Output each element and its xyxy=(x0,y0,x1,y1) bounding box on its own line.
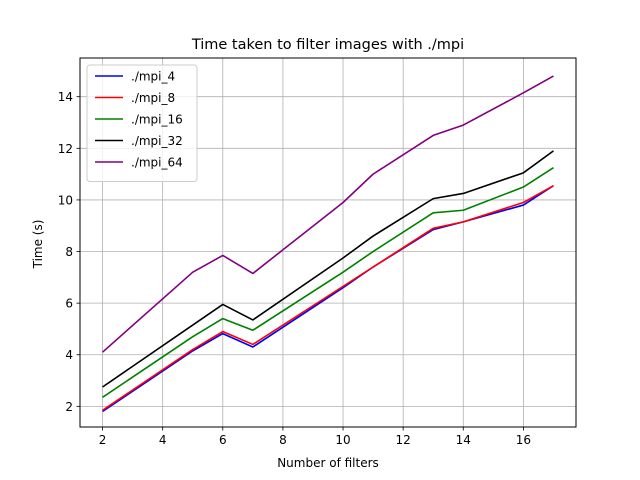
y-tick-label: 14 xyxy=(58,90,73,104)
series-line-4 xyxy=(102,150,554,388)
legend-label: ./mpi_8 xyxy=(131,91,175,105)
y-tick-label: 8 xyxy=(65,245,73,259)
y-axis-ticks: 2 4 6 8 10 12 14 xyxy=(58,90,80,414)
plot-frame xyxy=(79,57,577,428)
chart-title: Time taken to filter images with ./mpi xyxy=(191,37,464,53)
legend-box xyxy=(86,64,198,182)
x-tick-label: 4 xyxy=(159,433,167,447)
grid-lines xyxy=(80,58,576,427)
x-tick-label: 10 xyxy=(335,433,350,447)
legend-label: ./mpi_32 xyxy=(131,134,183,148)
legend-label: ./mpi_16 xyxy=(131,113,183,127)
x-tick-label: 12 xyxy=(396,433,411,447)
x-tick-label: 6 xyxy=(219,433,227,447)
x-axis-label: Number of filters xyxy=(277,456,379,470)
x-tick-label: 2 xyxy=(99,433,107,447)
x-tick-label: 16 xyxy=(516,433,531,447)
series-line-5 xyxy=(102,75,554,353)
y-tick-label: 10 xyxy=(58,193,73,207)
y-tick-label: 12 xyxy=(58,142,73,156)
series-line-2 xyxy=(102,185,554,411)
y-tick-label: 4 xyxy=(65,348,73,362)
legend: ./mpi_4 ./mpi_8 ./mpi_16 ./mpi_32 ./mpi_64 xyxy=(86,64,198,182)
y-tick-label: 2 xyxy=(65,400,73,414)
y-axis-label: Time (s) xyxy=(31,220,45,270)
series-line-3 xyxy=(102,166,554,398)
x-axis-ticks: 2 4 6 8 10 12 14 16 xyxy=(99,427,531,447)
series-lines xyxy=(102,75,554,413)
y-tick-label: 6 xyxy=(65,297,73,311)
x-tick-label: 14 xyxy=(456,433,471,447)
x-tick-label: 8 xyxy=(279,433,287,447)
legend-label: ./mpi_4 xyxy=(131,70,175,84)
legend-label: ./mpi_64 xyxy=(131,156,183,170)
